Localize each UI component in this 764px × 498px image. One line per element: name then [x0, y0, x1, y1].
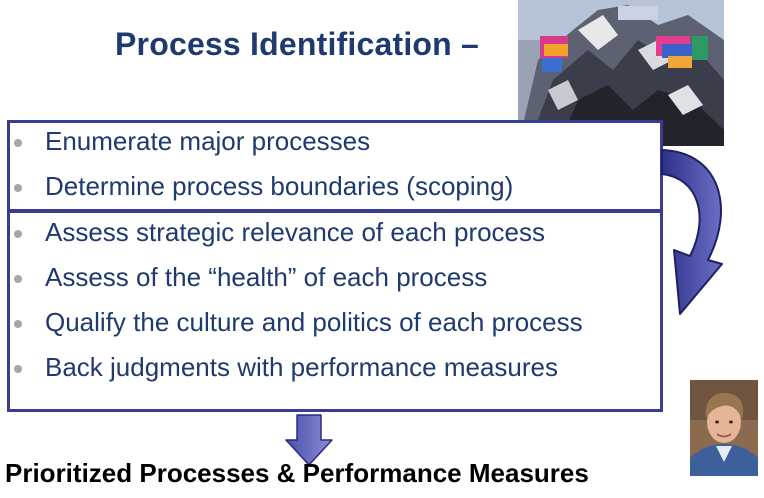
bullet-text: Enumerate major processes — [45, 126, 371, 156]
processes-box-bottom — [7, 210, 663, 412]
abstract-artwork-image — [518, 0, 724, 146]
bullet-text: Assess of the “health” of each process — [45, 262, 488, 292]
bullet-text: Qualify the culture and politics of each… — [45, 307, 583, 337]
bullet-dot-icon — [14, 320, 22, 328]
bullet-text: Back judgments with performance measures — [45, 352, 559, 382]
bullet-text: Determine process boundaries (scoping) — [45, 171, 514, 201]
bullet-dot-icon — [14, 230, 22, 238]
down-arrow-icon — [285, 414, 333, 466]
processes-box-top — [7, 120, 663, 212]
bullet-dot-icon — [14, 365, 22, 373]
result-caption: Prioritized Processes & Performance Meas… — [5, 458, 589, 488]
bullet-text: Assess strategic relevance of each proce… — [45, 217, 546, 247]
bullet-dot-icon — [14, 275, 22, 283]
presenter-photo — [690, 380, 758, 476]
bullet-dot-icon — [14, 184, 22, 192]
bullet-dot-icon — [14, 139, 22, 147]
curved-arrow-icon — [661, 149, 723, 315]
slide-title: Process Identification – — [115, 26, 480, 62]
